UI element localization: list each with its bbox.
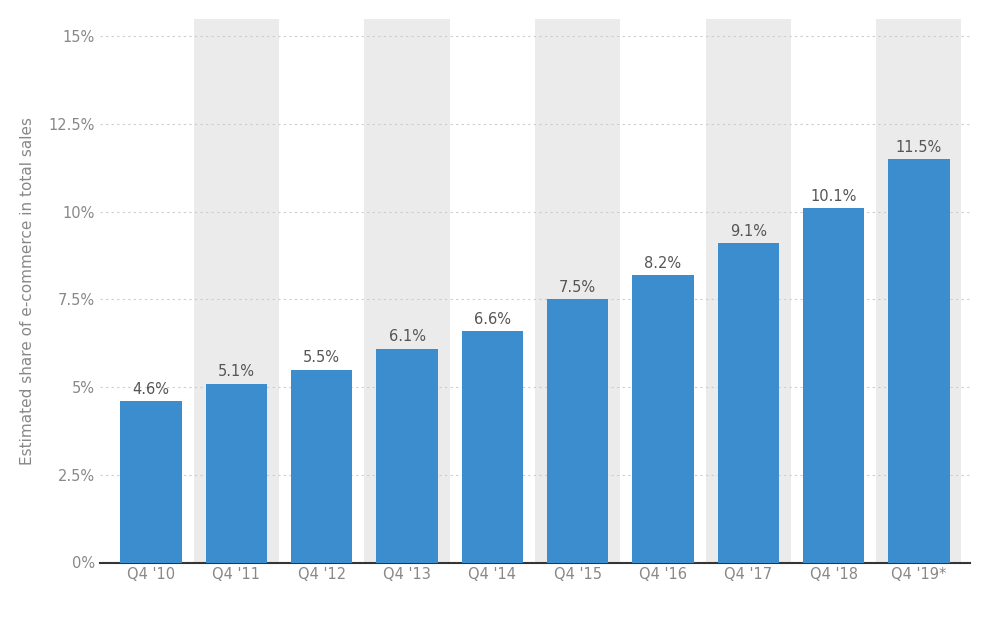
Text: 11.5%: 11.5% <box>896 140 942 155</box>
Text: 6.6%: 6.6% <box>474 312 511 327</box>
Bar <box>376 349 438 562</box>
Text: 9.1%: 9.1% <box>730 224 767 239</box>
Text: 5.5%: 5.5% <box>303 351 340 366</box>
Bar <box>706 19 791 562</box>
Bar <box>535 19 620 562</box>
Text: 5.1%: 5.1% <box>218 364 255 379</box>
Bar <box>791 19 876 562</box>
Bar <box>547 299 608 562</box>
Bar <box>450 19 535 562</box>
Bar <box>620 19 706 562</box>
Y-axis label: Estimated share of e-commerce in total sales: Estimated share of e-commerce in total s… <box>20 117 35 464</box>
Text: 10.1%: 10.1% <box>810 189 857 204</box>
Text: 6.1%: 6.1% <box>389 329 426 344</box>
Bar <box>291 369 352 562</box>
Bar <box>109 19 194 562</box>
Bar <box>364 19 450 562</box>
Bar <box>279 19 364 562</box>
Text: 7.5%: 7.5% <box>559 280 596 295</box>
Text: 8.2%: 8.2% <box>644 256 682 271</box>
Bar <box>888 159 950 562</box>
Bar <box>718 243 779 562</box>
Bar <box>632 275 694 562</box>
Bar <box>876 19 961 562</box>
Bar <box>120 401 182 562</box>
Bar <box>462 331 523 562</box>
Bar <box>803 208 864 562</box>
Bar <box>206 384 267 562</box>
Text: 4.6%: 4.6% <box>133 382 170 397</box>
Bar <box>194 19 279 562</box>
